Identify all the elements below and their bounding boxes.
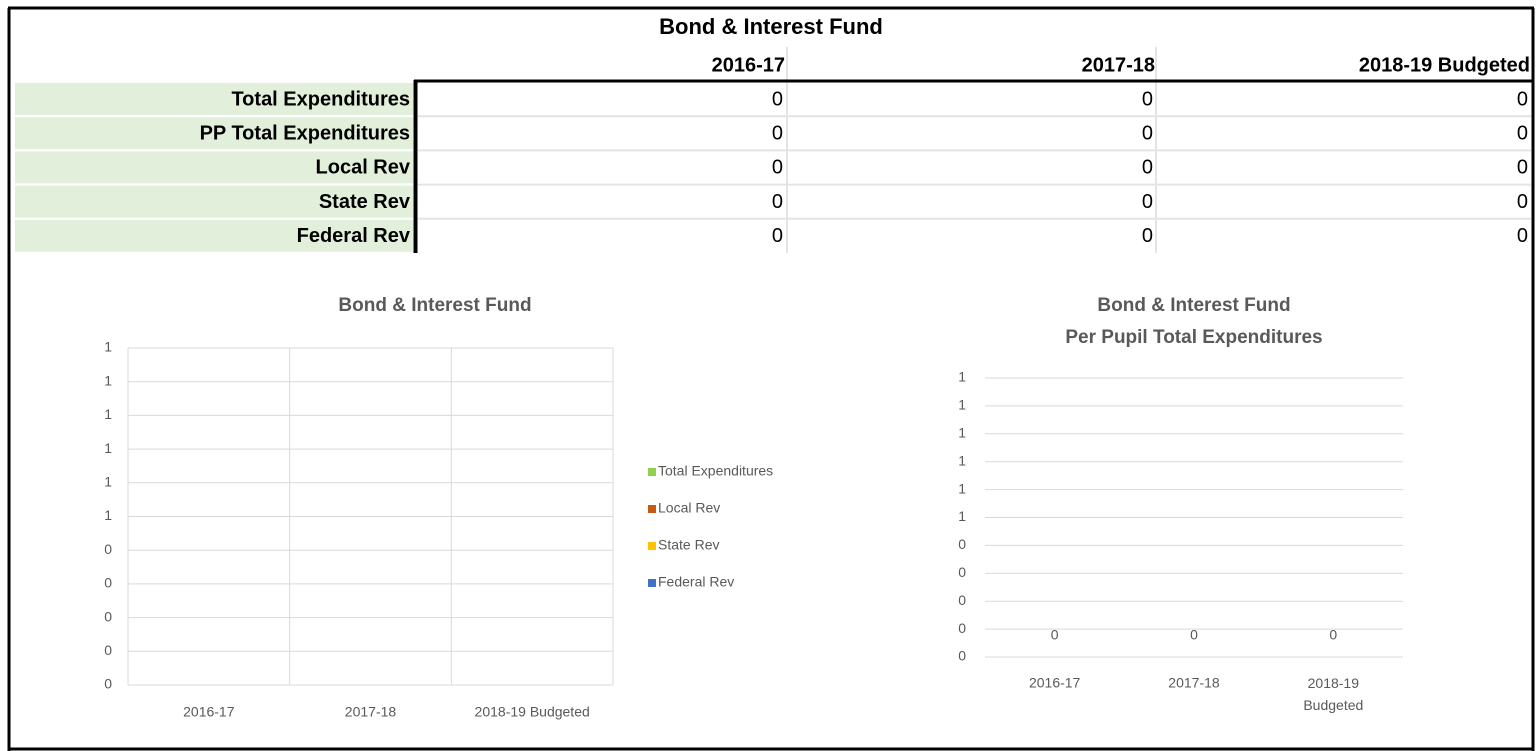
y-tick-label: 1: [958, 480, 966, 496]
chart-title: Bond & Interest Fund: [338, 295, 531, 316]
row-label: Federal Rev: [297, 225, 411, 247]
data-label: 0: [1190, 627, 1198, 643]
legend-label: Total Expenditures: [658, 463, 773, 479]
column-header: 2017-18: [1082, 54, 1155, 76]
cell-value: 0: [1142, 191, 1153, 213]
y-tick-label: 1: [104, 372, 112, 388]
x-tick-label: 2016-17: [183, 704, 235, 720]
y-tick-label: 1: [958, 452, 966, 468]
cell-value: 0: [1142, 157, 1153, 179]
row-label: Local Rev: [316, 157, 411, 179]
legend-swatch: [648, 505, 656, 513]
x-tick-label: 2017-18: [1168, 675, 1220, 691]
row-label: Total Expenditures: [231, 88, 410, 110]
y-tick-label: 0: [958, 564, 966, 580]
legend-swatch: [648, 542, 656, 550]
legend-label: Federal Rev: [658, 574, 734, 590]
legend-swatch: [648, 579, 656, 587]
x-tick-label: 2016-17: [1029, 675, 1081, 691]
y-tick-label: 0: [104, 608, 112, 624]
y-tick-label: 0: [104, 541, 112, 557]
row-label-cell: [15, 117, 413, 150]
cell-value: 0: [772, 88, 783, 110]
x-tick-label: 2017-18: [345, 704, 397, 720]
y-tick-label: 1: [104, 507, 112, 523]
cell-value: 0: [772, 225, 783, 247]
row-label: State Rev: [319, 191, 411, 213]
table-title: Bond & Interest Fund: [659, 14, 883, 39]
column-header: 2018-19 Budgeted: [1359, 54, 1530, 76]
y-tick-label: 1: [958, 369, 966, 385]
cell-value: 0: [772, 122, 783, 144]
cell-value: 0: [1517, 191, 1528, 213]
y-tick-label: 1: [104, 406, 112, 422]
x-tick-label: 2018-19 Budgeted: [1303, 675, 1363, 713]
y-tick-label: 0: [958, 536, 966, 552]
row-label-cell: [15, 83, 413, 115]
cell-value: 0: [1142, 122, 1153, 144]
y-tick-label: 0: [104, 642, 112, 658]
y-tick-label: 0: [958, 592, 966, 608]
cell-value: 0: [1517, 122, 1528, 144]
y-tick-label: 1: [958, 508, 966, 524]
y-tick-label: 1: [104, 440, 112, 456]
cell-value: 0: [1142, 225, 1153, 247]
cell-value: 0: [772, 191, 783, 213]
column-header: 2016-17: [712, 54, 785, 76]
y-tick-label: 0: [104, 575, 112, 591]
row-label-cell: [15, 151, 413, 184]
row-label-cell: [15, 219, 413, 252]
legend-swatch: [648, 468, 656, 476]
y-tick-label: 1: [958, 397, 966, 413]
data-label: 0: [1329, 627, 1337, 643]
row-label-cell: [15, 185, 413, 218]
cell-value: 0: [1517, 157, 1528, 179]
cell-value: 0: [1517, 225, 1528, 247]
cell-value: 0: [1142, 88, 1153, 110]
y-tick-label: 1: [958, 425, 966, 441]
legend-label: State Rev: [658, 537, 719, 553]
cell-value: 0: [772, 157, 783, 179]
y-tick-label: 1: [104, 474, 112, 490]
y-tick-label: 0: [104, 676, 112, 692]
cell-value: 0: [1517, 88, 1528, 110]
y-tick-label: 0: [958, 620, 966, 636]
chart-subtitle: Per Pupil Total Expenditures: [1065, 327, 1322, 348]
legend-label: Local Rev: [658, 500, 720, 516]
x-tick-label: 2018-19 Budgeted: [475, 704, 590, 720]
data-label: 0: [1051, 627, 1059, 643]
row-label: PP Total Expenditures: [200, 122, 410, 144]
y-tick-label: 1: [104, 339, 112, 355]
y-tick-label: 0: [958, 648, 966, 664]
chart-title: Bond & Interest Fund: [1097, 295, 1290, 316]
